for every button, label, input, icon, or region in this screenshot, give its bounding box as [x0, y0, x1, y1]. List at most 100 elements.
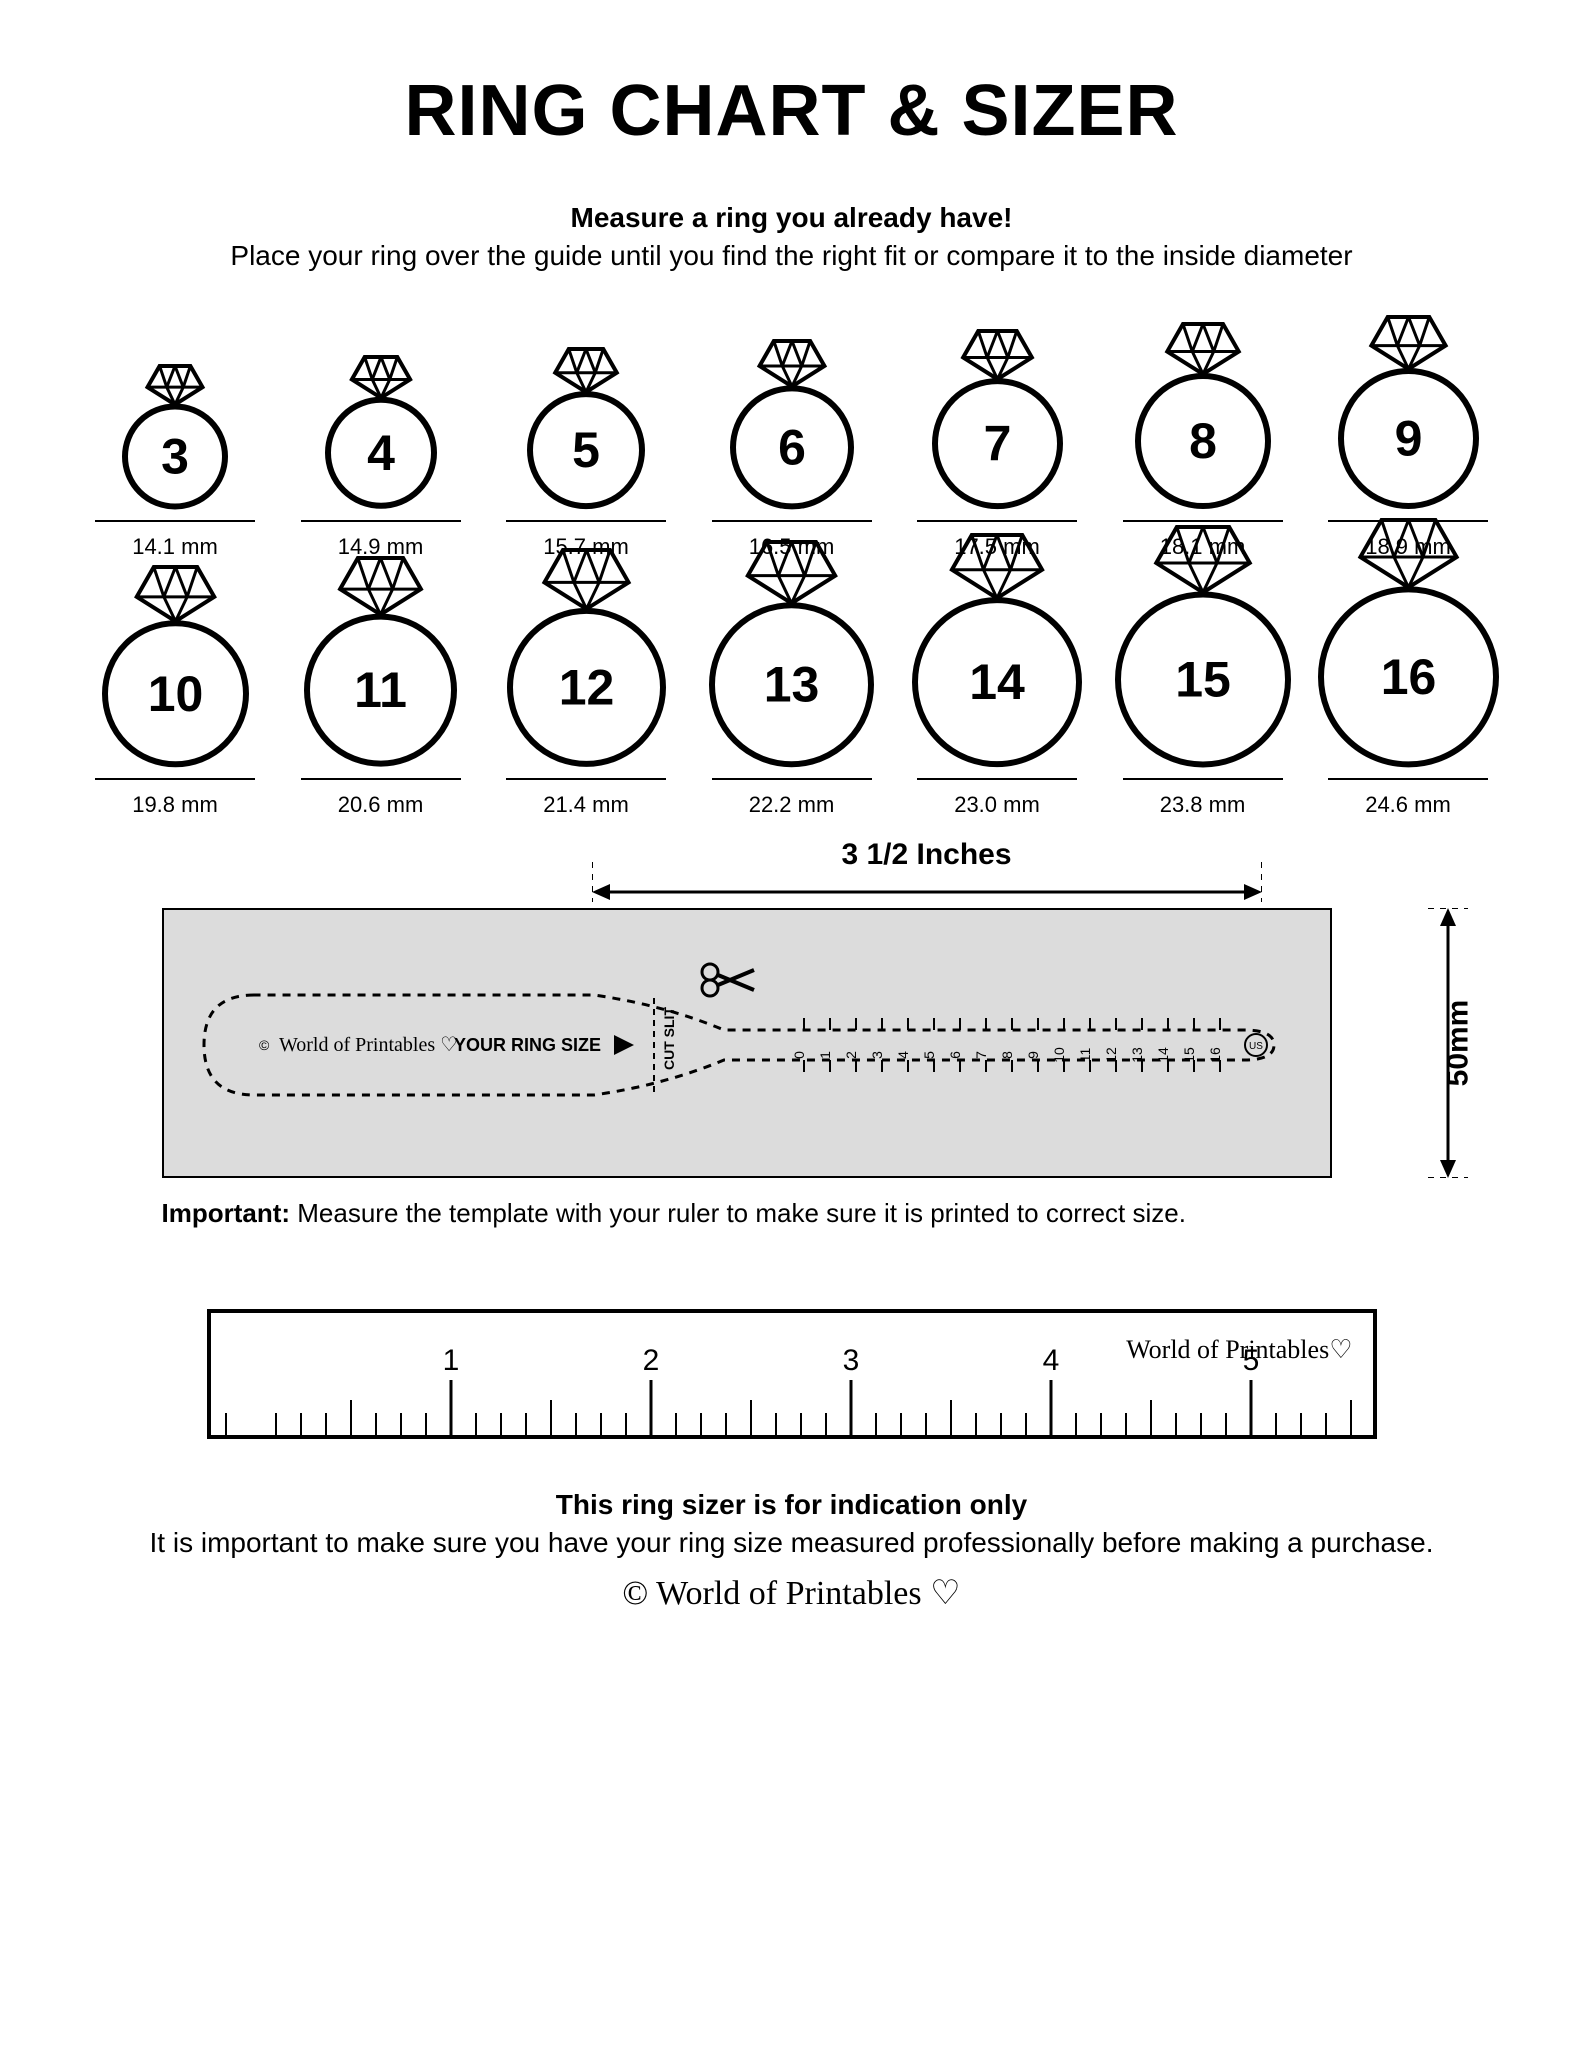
disclaimer-heading: This ring sizer is for indication only [80, 1489, 1503, 1521]
svg-text:5: 5 [921, 1051, 937, 1059]
svg-text:2: 2 [843, 1051, 859, 1059]
svg-text:6: 6 [778, 419, 806, 475]
ring-mm-label: 24.6 mm [1365, 792, 1451, 818]
sizer-strip-block: 3 1/2 Inches 50mm ©World of Printables ♡… [162, 908, 1422, 1178]
ring-mm-label: 23.0 mm [954, 792, 1040, 818]
ring-underline [917, 778, 1077, 780]
ring-underline [301, 520, 461, 522]
svg-text:US: US [1249, 1041, 1263, 1052]
svg-text:1: 1 [442, 1344, 459, 1377]
diamond-ring-icon: 11 [301, 554, 460, 770]
disclaimer-text: It is important to make sure you have yo… [80, 1527, 1503, 1559]
instruction-heading: Measure a ring you already have! [80, 202, 1503, 234]
svg-text:7: 7 [973, 1051, 989, 1059]
page: RING CHART & SIZER Measure a ring you al… [0, 0, 1583, 1653]
diamond-ring-icon: 9 [1335, 313, 1482, 512]
svg-text:2: 2 [642, 1344, 659, 1377]
svg-text:14: 14 [1155, 1047, 1171, 1063]
svg-text:CUT SLIT: CUT SLIT [661, 1007, 677, 1070]
copyright-credit: © World of Printables ♡ [80, 1573, 1503, 1613]
svg-text:4: 4 [895, 1051, 911, 1059]
ring-underline [506, 778, 666, 780]
diamond-ring-icon: 12 [504, 546, 669, 770]
svg-text:15: 15 [1175, 651, 1231, 707]
svg-text:World of Printables ♡: World of Printables ♡ [279, 1034, 458, 1056]
svg-text:8: 8 [999, 1051, 1015, 1059]
ring-mm-label: 14.1 mm [132, 534, 218, 560]
svg-text:13: 13 [1129, 1047, 1145, 1063]
svg-text:12: 12 [558, 660, 614, 716]
ring-mm-label: 23.8 mm [1160, 792, 1246, 818]
svg-text:15: 15 [1181, 1047, 1197, 1063]
svg-text:0: 0 [791, 1051, 807, 1059]
ring-underline [95, 778, 255, 780]
sizer-width-label: 3 1/2 Inches [592, 838, 1262, 872]
svg-text:16: 16 [1380, 649, 1436, 705]
ring-size-cell: 5 15.7 mm [491, 332, 681, 560]
page-title: RING CHART & SIZER [80, 70, 1503, 152]
svg-text:16: 16 [1207, 1047, 1223, 1063]
ring-size-cell: 6 16.5 mm [697, 332, 887, 560]
sizer-strip: © World of Printables ♡YOUR RING SIZE CUT … [162, 908, 1332, 1178]
svg-text:11: 11 [1077, 1048, 1093, 1063]
svg-text:7: 7 [983, 416, 1011, 472]
important-label: Important: [162, 1198, 291, 1228]
ring-underline [712, 778, 872, 780]
important-text: Measure the template with your ruler to … [290, 1198, 1186, 1228]
svg-text:11: 11 [354, 663, 407, 719]
diamond-ring-icon: 15 [1112, 523, 1294, 770]
svg-text:14: 14 [969, 654, 1025, 710]
diamond-ring-icon: 5 [524, 345, 648, 512]
ruler-brand: World of Printables♡ [1126, 1335, 1352, 1365]
ring-size-cell: 3 14.1 mm [80, 332, 270, 560]
ring-size-cell: 15 23.8 mm [1108, 590, 1298, 818]
diamond-ring-icon: 16 [1315, 516, 1502, 770]
ring-size-cell: 14 23.0 mm [902, 590, 1092, 818]
ring-underline [917, 520, 1077, 522]
svg-text:4: 4 [367, 425, 395, 481]
ring-mm-label: 19.8 mm [132, 792, 218, 818]
svg-text:10: 10 [147, 666, 203, 722]
ring-size-cell: 4 14.9 mm [286, 332, 476, 560]
diamond-ring-icon: 10 [99, 563, 252, 770]
svg-text:4: 4 [1042, 1344, 1059, 1377]
svg-text:YOUR RING SIZE: YOUR RING SIZE [454, 1035, 601, 1055]
ring-mm-label: 22.2 mm [749, 792, 835, 818]
svg-text:12: 12 [1103, 1047, 1119, 1063]
ring-size-cell: 10 19.8 mm [80, 590, 270, 818]
instruction-text: Place your ring over the guide until you… [80, 240, 1503, 272]
ring-size-grid: 3 14.1 mm 4 14.9 mm [80, 332, 1503, 818]
ruler-svg: 12345 [211, 1313, 1373, 1435]
diamond-ring-icon: 8 [1132, 320, 1274, 512]
svg-text:1: 1 [817, 1051, 833, 1059]
ring-size-cell: 16 24.6 mm [1313, 590, 1503, 818]
svg-text:9: 9 [1394, 411, 1422, 467]
svg-text:3: 3 [869, 1051, 885, 1059]
ring-underline [301, 778, 461, 780]
svg-text:5: 5 [572, 422, 600, 478]
ring-underline [1328, 778, 1488, 780]
ring-mm-label: 21.4 mm [543, 792, 629, 818]
svg-text:6: 6 [947, 1051, 963, 1059]
ring-underline [506, 520, 666, 522]
svg-text:3: 3 [161, 428, 189, 484]
svg-text:©: © [259, 1037, 270, 1053]
inch-ruler: 12345 World of Printables♡ [207, 1309, 1377, 1439]
ring-underline [95, 520, 255, 522]
svg-text:3: 3 [842, 1344, 859, 1377]
sizer-strip-svg: © World of Printables ♡YOUR RING SIZE CUT … [164, 910, 1334, 1180]
diamond-ring-icon: 7 [929, 327, 1066, 512]
ring-mm-label: 20.6 mm [338, 792, 424, 818]
diamond-ring-icon: 6 [727, 337, 857, 512]
ring-size-cell: 13 22.2 mm [697, 590, 887, 818]
ring-size-cell: 11 20.6 mm [286, 590, 476, 818]
ring-underline [1123, 778, 1283, 780]
svg-text:13: 13 [764, 657, 820, 713]
ring-size-cell: 7 17.5 mm [902, 332, 1092, 560]
sizer-height-label: 50mm [1441, 1000, 1475, 1087]
diamond-ring-icon: 14 [909, 531, 1085, 770]
svg-text:8: 8 [1189, 413, 1217, 469]
sizer-important-note: Important: Measure the template with you… [162, 1198, 1422, 1229]
ring-underline [712, 520, 872, 522]
diamond-ring-icon: 13 [706, 538, 877, 770]
